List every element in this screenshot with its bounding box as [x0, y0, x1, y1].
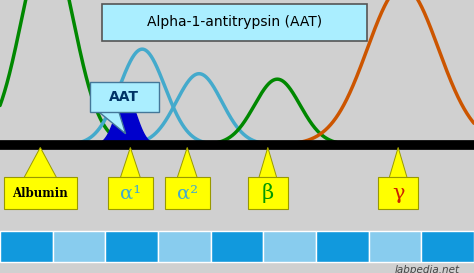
Polygon shape: [120, 147, 140, 177]
Bar: [316, 231, 369, 262]
Text: γ: γ: [392, 184, 404, 203]
Text: β: β: [262, 183, 274, 203]
Bar: [105, 231, 158, 262]
Text: AAT: AAT: [109, 90, 139, 104]
Bar: [0, 231, 53, 262]
Text: α²: α²: [177, 184, 198, 202]
Text: α¹: α¹: [120, 184, 141, 202]
Polygon shape: [259, 147, 277, 177]
Bar: [165, 177, 210, 209]
Polygon shape: [97, 111, 126, 134]
Text: labpedia.net: labpedia.net: [395, 265, 460, 273]
Bar: [158, 231, 210, 262]
Text: Albumin: Albumin: [12, 187, 68, 200]
Bar: [378, 177, 418, 209]
Bar: [421, 231, 474, 262]
FancyBboxPatch shape: [102, 4, 367, 41]
FancyBboxPatch shape: [90, 82, 159, 112]
Text: Alpha-1-antitrypsin (AAT): Alpha-1-antitrypsin (AAT): [147, 15, 322, 29]
Bar: [264, 231, 316, 262]
Bar: [4, 177, 77, 209]
Bar: [247, 177, 288, 209]
Polygon shape: [24, 147, 56, 177]
Polygon shape: [177, 147, 197, 177]
Bar: [53, 231, 105, 262]
Bar: [210, 231, 264, 262]
Polygon shape: [389, 147, 407, 177]
Bar: [108, 177, 153, 209]
Bar: [369, 231, 421, 262]
